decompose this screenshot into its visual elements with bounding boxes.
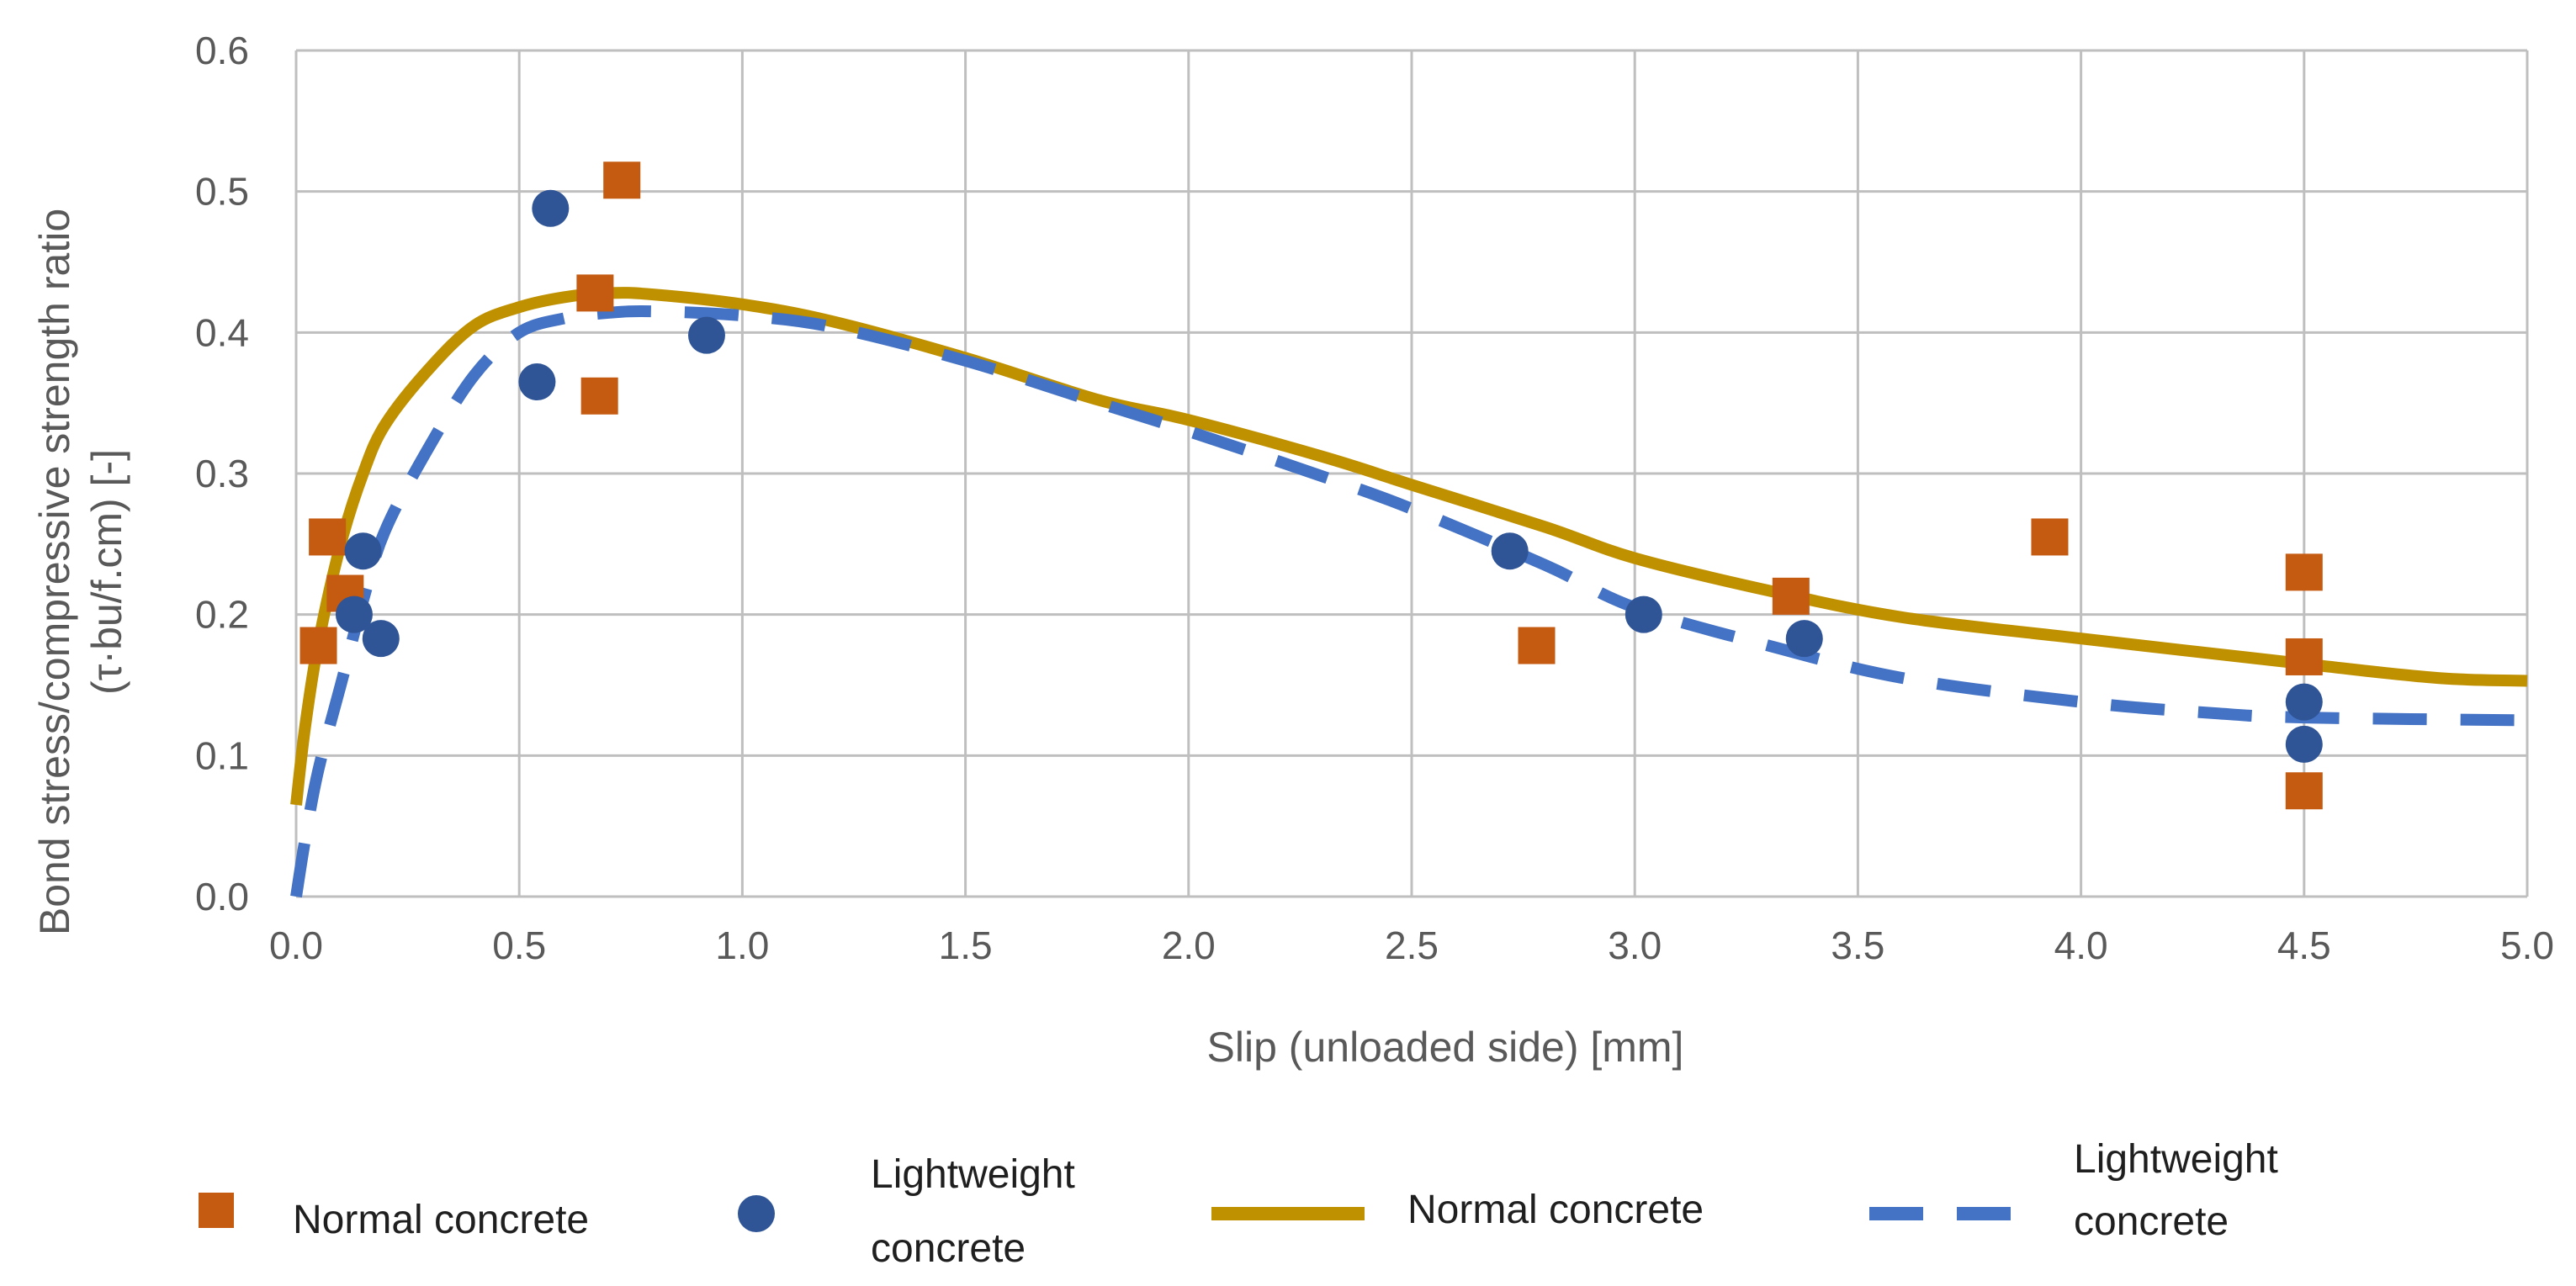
normal-concrete-point: [1772, 577, 1810, 615]
y-tick-labels: 0.0 0.1 0.2 0.3 0.4 0.5 0.6: [195, 29, 249, 918]
x-tick-label: 2.5: [1385, 923, 1439, 967]
x-tick-label: 3.5: [1831, 923, 1884, 967]
legend-label-lightweight-curve-line2: concrete: [2074, 1199, 2229, 1244]
normal-concrete-point: [603, 161, 641, 199]
x-tick-label: 3.0: [1608, 923, 1662, 967]
lightweight-concrete-point: [335, 595, 373, 633]
normal-concrete-curve: [290, 287, 2528, 806]
y-tick-label: 0.4: [195, 310, 249, 354]
normal-concrete-point: [2285, 772, 2323, 810]
grid: [294, 49, 2529, 898]
lightweight-concrete-point: [362, 620, 400, 658]
normal-concrete-point: [2285, 638, 2323, 675]
x-tick-label: 2.0: [1162, 923, 1216, 967]
lightweight-concrete-point: [687, 316, 725, 354]
y-tick-label: 0.3: [195, 452, 249, 495]
data-points: [299, 161, 2323, 810]
normal-concrete-point: [1518, 627, 1556, 664]
x-tick-label: 1.5: [939, 923, 993, 967]
y-axis-title-line1: Bond stress/compressive strength ratio: [31, 209, 78, 935]
lightweight-concrete-point: [532, 189, 570, 227]
x-tick-label: 4.5: [2277, 923, 2331, 967]
lightweight-concrete-point: [1625, 595, 1662, 633]
x-tick-label: 0.0: [269, 923, 323, 967]
legend-label-normal-points: Normal concrete: [293, 1198, 589, 1242]
x-axis-title: Slip (unloaded side) [mm]: [1207, 1024, 1684, 1071]
legend-label-lightweight-curve-line1: Lightweight: [2074, 1137, 2278, 1182]
x-tick-label: 4.0: [2054, 923, 2108, 967]
y-tick-label: 0.0: [195, 875, 249, 918]
normal-concrete-point: [2031, 518, 2069, 556]
y-tick-label: 0.5: [195, 170, 249, 214]
y-tick-label: 0.6: [195, 29, 249, 72]
legend-label-lightweight-points-line1: Lightweight: [871, 1152, 1075, 1197]
legend: Normal concrete Lightweight concrete Nor…: [199, 1137, 2278, 1271]
legend-symbol-square: [199, 1193, 234, 1228]
y-tick-label: 0.1: [195, 733, 249, 777]
x-tick-label: 0.5: [492, 923, 546, 967]
legend-label-lightweight-points-line2: concrete: [871, 1226, 1026, 1271]
lightweight-concrete-point: [518, 363, 556, 401]
lightweight-concrete-point: [2285, 683, 2323, 721]
x-tick-label: 1.0: [715, 923, 769, 967]
lightweight-concrete-point: [344, 532, 382, 570]
legend-label-normal-curve: Normal concrete: [1407, 1188, 1704, 1232]
normal-concrete-point: [2285, 553, 2323, 591]
y-axis-title: Bond stress/compressive strength ratio (…: [31, 209, 130, 935]
lightweight-concrete-point: [2285, 725, 2323, 763]
normal-concrete-point: [576, 274, 614, 312]
lightweight-concrete-point: [1785, 620, 1823, 658]
normal-concrete-point: [309, 518, 347, 556]
y-tick-label: 0.2: [195, 593, 249, 637]
normal-concrete-point: [580, 377, 618, 415]
lightweight-concrete-point: [1491, 532, 1529, 570]
y-axis-title-line2: (τ·bu/f.cm) [-]: [83, 449, 130, 695]
normal-concrete-point: [299, 627, 337, 664]
x-tick-labels: 0.0 0.5 1.0 1.5 2.0 2.5 3.0 3.5 4.0 4.5 5.0: [269, 923, 2554, 967]
x-tick-label: 5.0: [2500, 923, 2554, 967]
legend-symbol-circle: [738, 1195, 775, 1232]
